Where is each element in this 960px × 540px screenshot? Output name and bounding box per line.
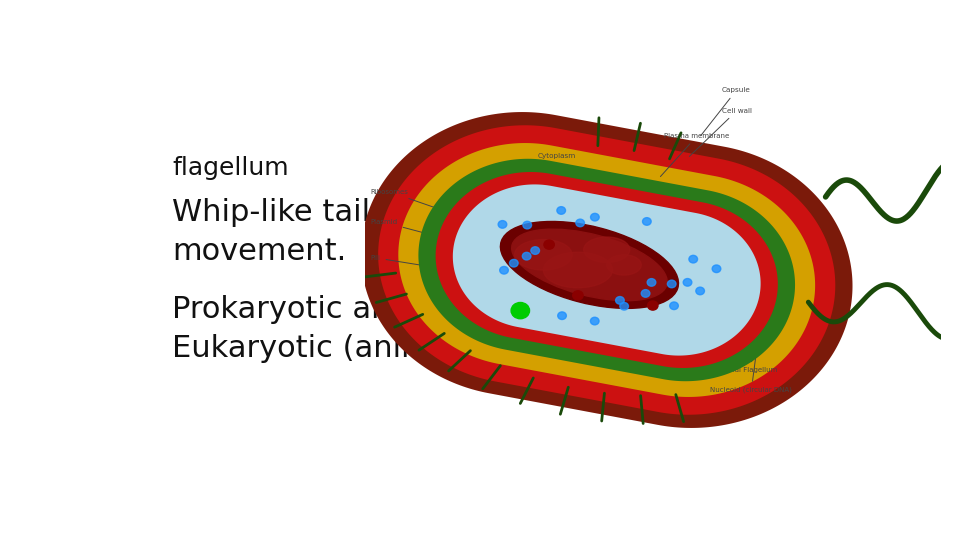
Text: Whip-like tail used for: Whip-like tail used for — [172, 198, 505, 227]
Ellipse shape — [543, 252, 612, 288]
Ellipse shape — [544, 240, 554, 249]
Ellipse shape — [500, 221, 679, 308]
Ellipse shape — [531, 247, 540, 254]
Ellipse shape — [620, 302, 629, 310]
Text: Prokaryotic and: Prokaryotic and — [172, 295, 410, 323]
PathPatch shape — [361, 112, 852, 428]
Text: Cell wall: Cell wall — [689, 107, 752, 157]
PathPatch shape — [398, 143, 815, 397]
Ellipse shape — [584, 237, 630, 262]
Text: Bacterial Flagellum: Bacterial Flagellum — [710, 333, 778, 373]
Ellipse shape — [512, 229, 667, 301]
Ellipse shape — [511, 302, 530, 319]
Ellipse shape — [648, 301, 658, 310]
Text: Cytoplasm: Cytoplasm — [538, 153, 582, 197]
PathPatch shape — [436, 172, 778, 368]
PathPatch shape — [378, 125, 835, 415]
Ellipse shape — [557, 207, 565, 214]
PathPatch shape — [453, 185, 760, 355]
Ellipse shape — [641, 289, 650, 297]
Ellipse shape — [607, 255, 641, 275]
Ellipse shape — [670, 302, 679, 309]
Text: Ribosomes: Ribosomes — [371, 189, 466, 218]
Ellipse shape — [523, 221, 532, 229]
Text: movement.: movement. — [172, 238, 347, 266]
Text: flagellum: flagellum — [172, 156, 289, 180]
Ellipse shape — [667, 280, 676, 288]
PathPatch shape — [419, 159, 795, 381]
Ellipse shape — [515, 240, 572, 270]
Ellipse shape — [500, 266, 509, 274]
Ellipse shape — [510, 259, 518, 267]
Ellipse shape — [573, 291, 583, 300]
Ellipse shape — [647, 279, 656, 286]
Ellipse shape — [590, 317, 599, 325]
Ellipse shape — [642, 218, 651, 225]
Ellipse shape — [689, 255, 698, 263]
Text: Nucleoid (circular DNA): Nucleoid (circular DNA) — [710, 354, 792, 393]
Text: Plasmid: Plasmid — [371, 219, 466, 244]
Ellipse shape — [590, 213, 599, 221]
Ellipse shape — [522, 252, 531, 260]
Text: Plasma membrane: Plasma membrane — [660, 133, 730, 177]
Text: Pili: Pili — [371, 255, 448, 269]
Ellipse shape — [712, 265, 721, 273]
Ellipse shape — [615, 296, 624, 304]
Text: Eukaryotic (animal): Eukaryotic (animal) — [172, 334, 470, 363]
Ellipse shape — [576, 219, 585, 227]
Ellipse shape — [498, 220, 507, 228]
Text: Capsule: Capsule — [701, 87, 751, 136]
Ellipse shape — [684, 279, 692, 286]
Ellipse shape — [696, 287, 705, 295]
Ellipse shape — [558, 312, 566, 320]
